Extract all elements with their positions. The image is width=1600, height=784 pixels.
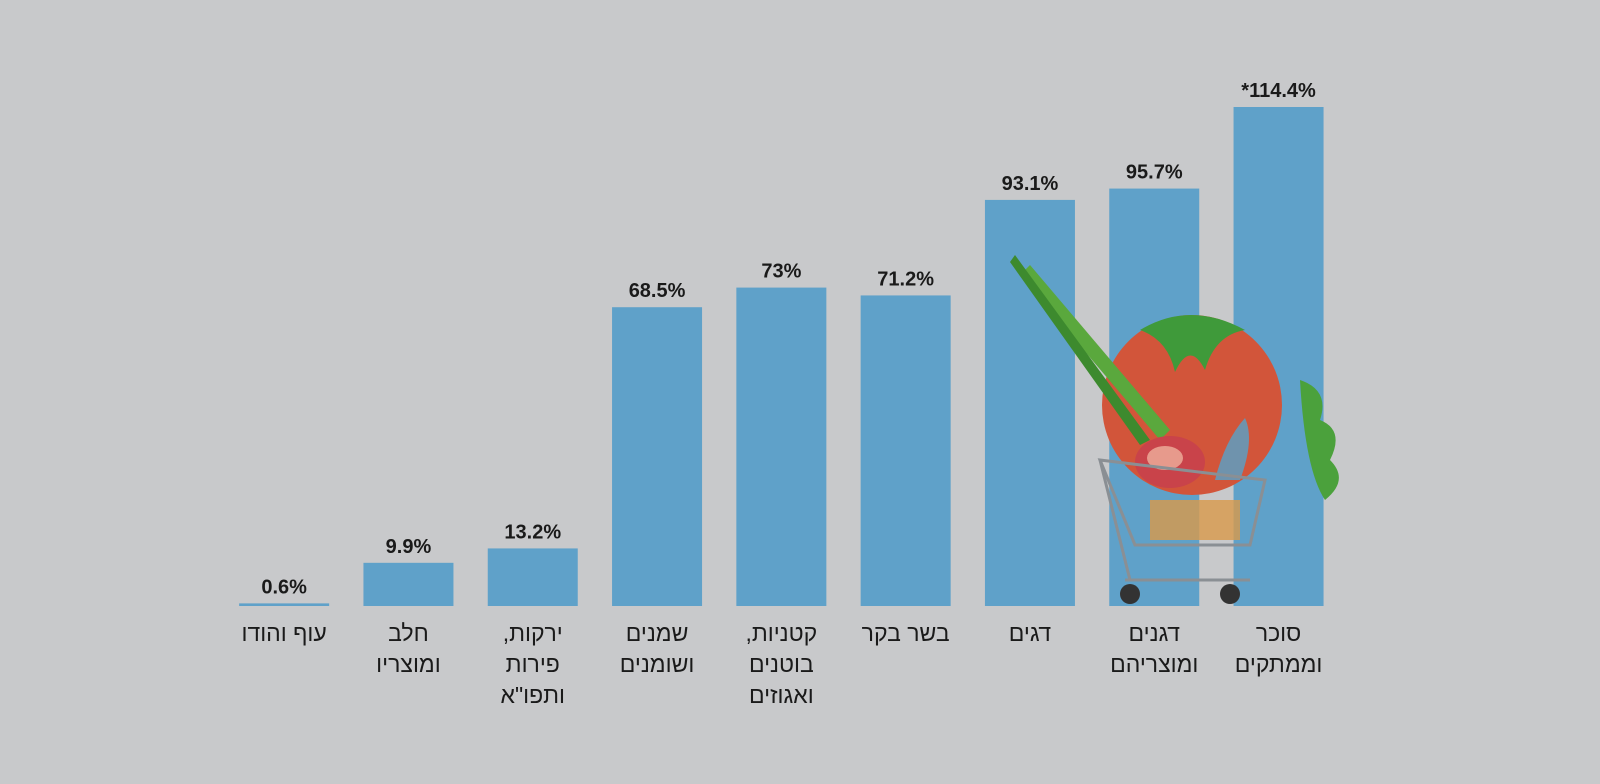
value-label: 95.7% [1126, 162, 1183, 184]
bar [984, 199, 1075, 607]
bar [363, 562, 454, 606]
category-label: ירקות, פירות ותפו"א [500, 620, 565, 708]
category-label: חלב ומוצריו [376, 620, 441, 677]
value-label: *114.4% [1241, 80, 1316, 102]
value-label: 13.2% [504, 521, 561, 543]
bar [487, 548, 578, 606]
bar [612, 307, 703, 606]
category-label: דגנים ומוצריהם [1110, 620, 1199, 677]
grocery-illustration [1010, 255, 1339, 604]
value-label: 68.5% [629, 280, 686, 302]
category-label: סוכר וממתקים [1234, 620, 1323, 677]
value-label: 0.6% [261, 576, 307, 598]
value-label: 71.2% [877, 268, 934, 290]
bar [239, 603, 330, 606]
category-label: שמנים ושומנים [619, 620, 695, 677]
value-label: 9.9% [386, 536, 432, 558]
category-label: דגים [1008, 620, 1052, 646]
category-label: קטניות, בוטנים ואגוזים [745, 620, 818, 708]
bar [860, 295, 951, 606]
value-label: 73% [761, 261, 801, 283]
value-label: 93.1% [1002, 173, 1059, 195]
bar [736, 287, 827, 606]
category-label: עוף והודו [241, 620, 327, 646]
category-label: בשר בקר [861, 620, 950, 646]
